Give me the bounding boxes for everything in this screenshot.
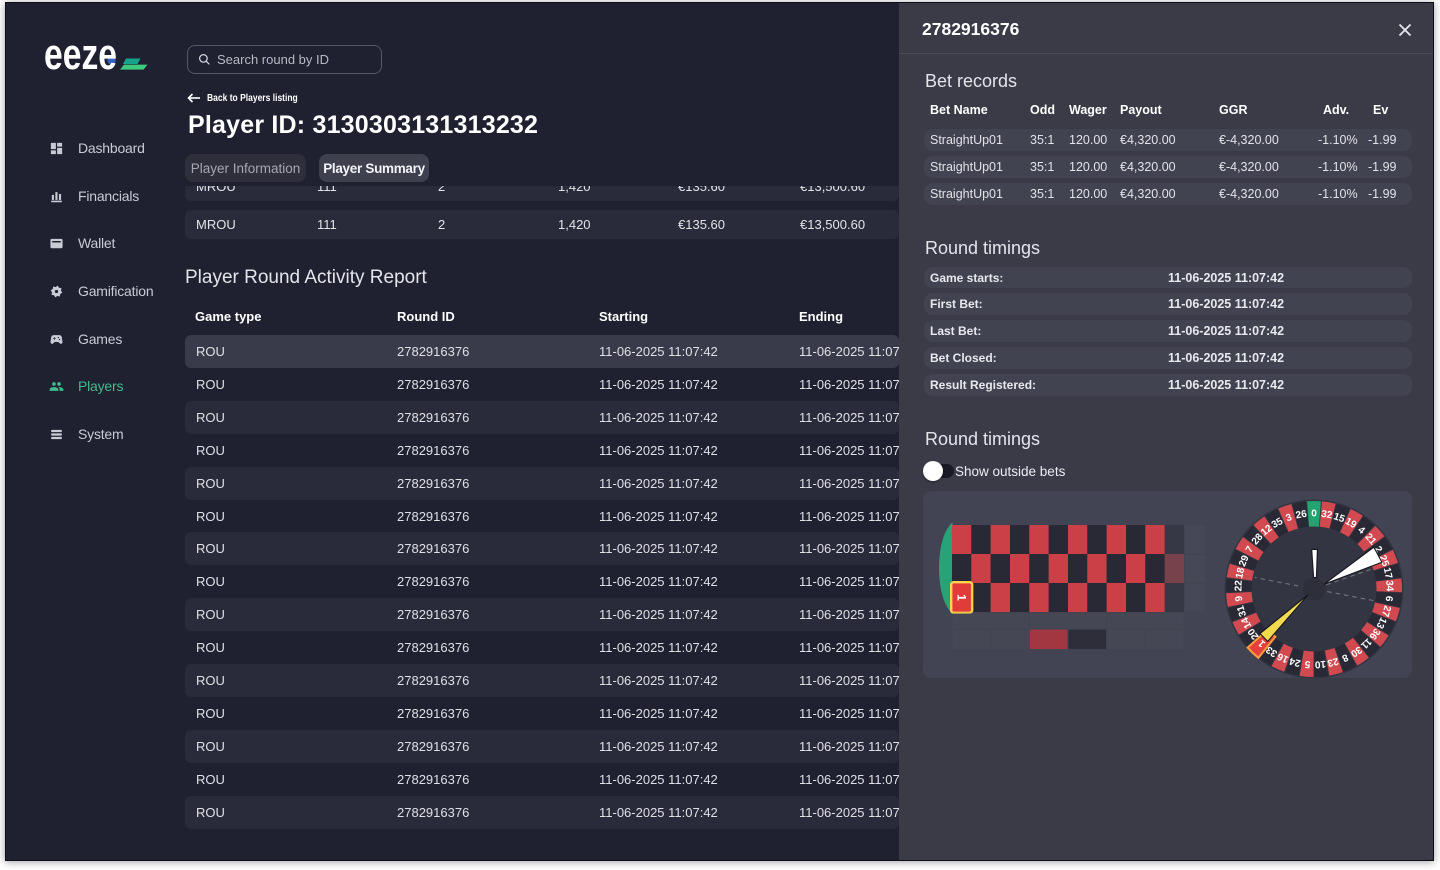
- svg-text:0: 0: [1311, 509, 1317, 520]
- svg-text:14: 14: [1239, 615, 1254, 630]
- svg-text:16: 16: [1275, 650, 1290, 665]
- svg-text:17: 17: [1381, 567, 1394, 581]
- svg-text:6: 6: [1383, 595, 1395, 602]
- svg-text:8: 8: [1340, 651, 1350, 663]
- svg-text:1: 1: [1256, 637, 1268, 649]
- svg-text:25: 25: [1376, 554, 1391, 569]
- svg-text:31: 31: [1235, 604, 1249, 618]
- svg-text:34: 34: [1383, 580, 1394, 592]
- svg-text:19: 19: [1343, 516, 1358, 531]
- svg-text:15: 15: [1332, 511, 1347, 525]
- svg-text:5: 5: [1304, 658, 1311, 669]
- svg-text:4: 4: [1356, 525, 1368, 537]
- svg-text:23: 23: [1326, 655, 1340, 669]
- svg-text:29: 29: [1237, 553, 1252, 568]
- svg-text:26: 26: [1295, 509, 1308, 522]
- svg-text:2: 2: [1372, 544, 1385, 555]
- svg-text:7: 7: [1244, 544, 1257, 555]
- svg-text:13: 13: [1373, 615, 1388, 630]
- svg-text:18: 18: [1234, 566, 1247, 580]
- svg-text:10: 10: [1314, 658, 1326, 670]
- svg-text:9: 9: [1234, 595, 1246, 602]
- svg-text:27: 27: [1379, 604, 1393, 618]
- svg-text:22: 22: [1233, 580, 1244, 592]
- svg-text:eeze: eeze: [44, 36, 117, 76]
- svg-text:32: 32: [1320, 509, 1333, 522]
- svg-text:3: 3: [1285, 512, 1294, 524]
- svg-text:1: 1: [955, 594, 969, 601]
- svg-text:35: 35: [1270, 516, 1285, 531]
- svg-text:24: 24: [1288, 655, 1302, 669]
